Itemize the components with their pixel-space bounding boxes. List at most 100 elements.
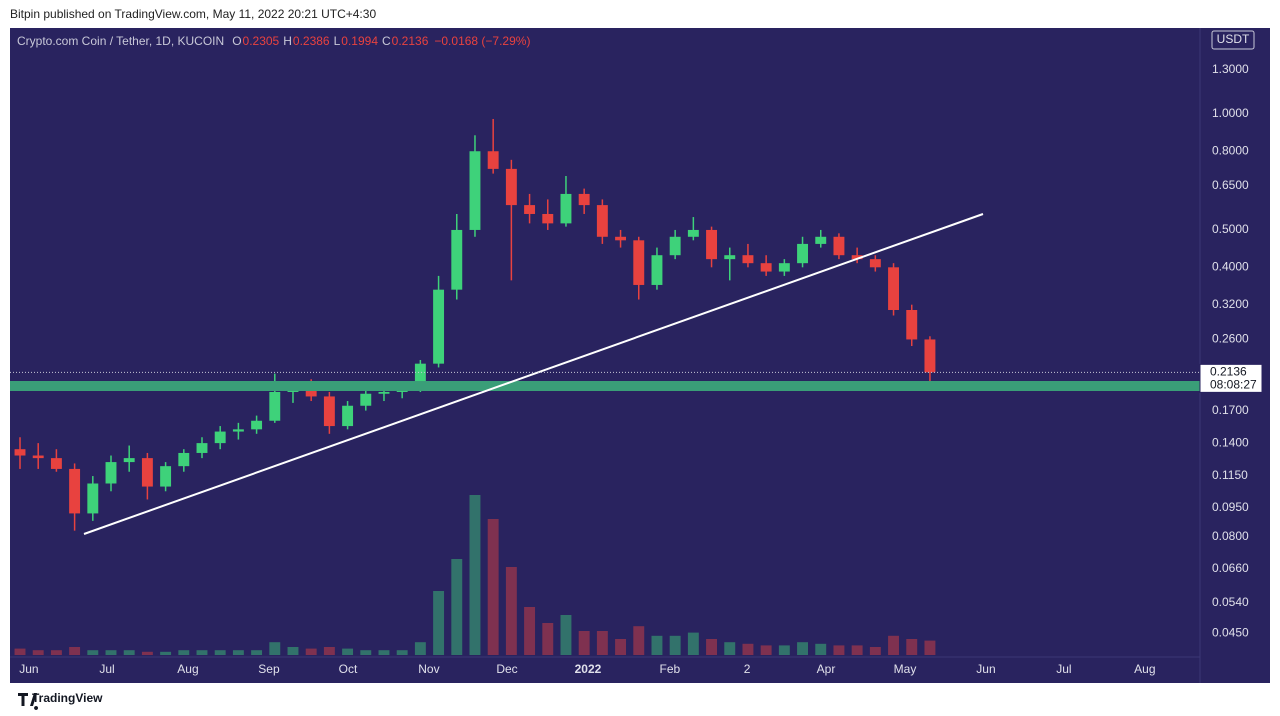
x-tick-label: 2022: [575, 662, 602, 676]
volume-bar: [414, 642, 426, 655]
logo: [18, 693, 39, 710]
candle-body: [141, 458, 153, 487]
volume-bar: [542, 623, 554, 655]
candle-body: [906, 309, 918, 340]
volume-bar: [851, 645, 863, 655]
volume-bar: [615, 639, 627, 655]
volume-bar: [178, 650, 190, 655]
candle-body: [542, 213, 554, 224]
volume-bar: [342, 648, 354, 655]
volume-bar: [396, 650, 408, 655]
candle-body: [651, 255, 663, 285]
volume-bar: [305, 648, 317, 655]
chart-title: Crypto.com Coin / Tether, 1D, KUCOIN: [17, 34, 224, 48]
x-tick-label: Jul: [1056, 662, 1071, 676]
ohlc-label: C: [382, 34, 391, 48]
volume-bar: [232, 650, 244, 655]
ohlc-label: H: [283, 34, 292, 48]
candle-body: [797, 243, 809, 264]
x-tick-label: Feb: [660, 662, 681, 676]
ohlc-label: O: [232, 34, 241, 48]
y-tick-label: 0.1150: [1212, 468, 1248, 482]
plot: [14, 118, 936, 655]
candle-body: [615, 236, 627, 241]
candle-body: [123, 458, 135, 463]
volume-bar: [505, 567, 517, 655]
volume-bar: [778, 645, 790, 655]
candle-body: [232, 429, 244, 432]
y-tick-label: 0.5000: [1212, 222, 1249, 236]
ohlc-value: 0.1994: [341, 34, 378, 48]
candle-body: [815, 236, 827, 244]
x-tick-label: Oct: [339, 662, 358, 676]
volume-bar: [141, 651, 153, 655]
volume-bar: [214, 650, 226, 655]
ohlc-label: L: [334, 34, 341, 48]
candle-body: [323, 396, 335, 427]
y-tick-label: 0.6500: [1212, 178, 1249, 192]
ohlc-value: 0.2136: [392, 34, 429, 48]
candle-body: [633, 240, 645, 285]
footer-brand: TradingView: [32, 691, 103, 705]
candle-body: [596, 205, 608, 237]
chart-background: [10, 28, 1270, 683]
volume-bar: [724, 642, 736, 655]
y-tick-label: 0.1700: [1212, 403, 1249, 417]
volume-bar: [888, 635, 899, 655]
x-tick-label: Jul: [99, 662, 114, 676]
last-price: 0.2136: [1210, 365, 1247, 379]
volume-bar: [105, 650, 117, 655]
volume-bar: [160, 651, 172, 655]
volume-bar: [687, 632, 699, 655]
ohlc-value: 0.2386: [293, 34, 330, 48]
candle-body: [578, 193, 590, 206]
volume-bar: [269, 642, 281, 655]
volume-bar: [469, 495, 481, 655]
y-tick-label: 0.0800: [1212, 529, 1249, 543]
candle-body: [869, 259, 881, 268]
candle-body: [105, 462, 117, 484]
volume-bar: [14, 648, 26, 655]
byline: Bitpin published on TradingView.com, May…: [10, 7, 376, 21]
volume-bar: [378, 650, 390, 655]
trend-line: [83, 213, 984, 535]
candle-body: [50, 458, 62, 469]
candle-body: [687, 229, 699, 237]
volume-bar: [433, 591, 445, 655]
x-tick-label: Apr: [817, 662, 836, 676]
y-tick-label: 0.0540: [1212, 595, 1249, 609]
candle-body: [360, 393, 372, 406]
candle-body: [14, 449, 26, 456]
candle-body: [778, 263, 790, 272]
y-tick-label: 0.8000: [1212, 143, 1249, 157]
ohlc-value: 0.2305: [243, 34, 280, 48]
candle-body: [269, 391, 281, 421]
volume-bar: [287, 647, 299, 655]
candle-body: [888, 267, 899, 310]
countdown: 08:08:27: [1210, 378, 1257, 392]
volume-bar: [323, 647, 335, 655]
volume-bar: [87, 650, 99, 655]
y-tick-label: 0.0950: [1212, 500, 1249, 514]
support-zone: [10, 381, 1200, 391]
volume-bar: [487, 519, 499, 655]
volume-bar: [69, 647, 81, 655]
candle-body: [305, 387, 317, 397]
x-tick-label: Aug: [177, 662, 198, 676]
y-tick-label: 0.4000: [1212, 259, 1249, 273]
volume-bar: [760, 645, 772, 655]
volume-bar: [869, 647, 881, 655]
candle-body: [87, 483, 99, 514]
candle-body: [414, 363, 426, 388]
candle-body: [178, 452, 190, 467]
y-tick-label: 1.3000: [1212, 62, 1249, 76]
candle-body: [724, 255, 736, 260]
volume-bar: [251, 650, 263, 655]
candle-body: [924, 339, 936, 373]
volume-bar: [706, 639, 718, 655]
volume-bar: [596, 631, 608, 655]
volume-bar: [451, 559, 463, 655]
x-tick-label: Jun: [976, 662, 995, 676]
volume-bar: [524, 607, 536, 655]
